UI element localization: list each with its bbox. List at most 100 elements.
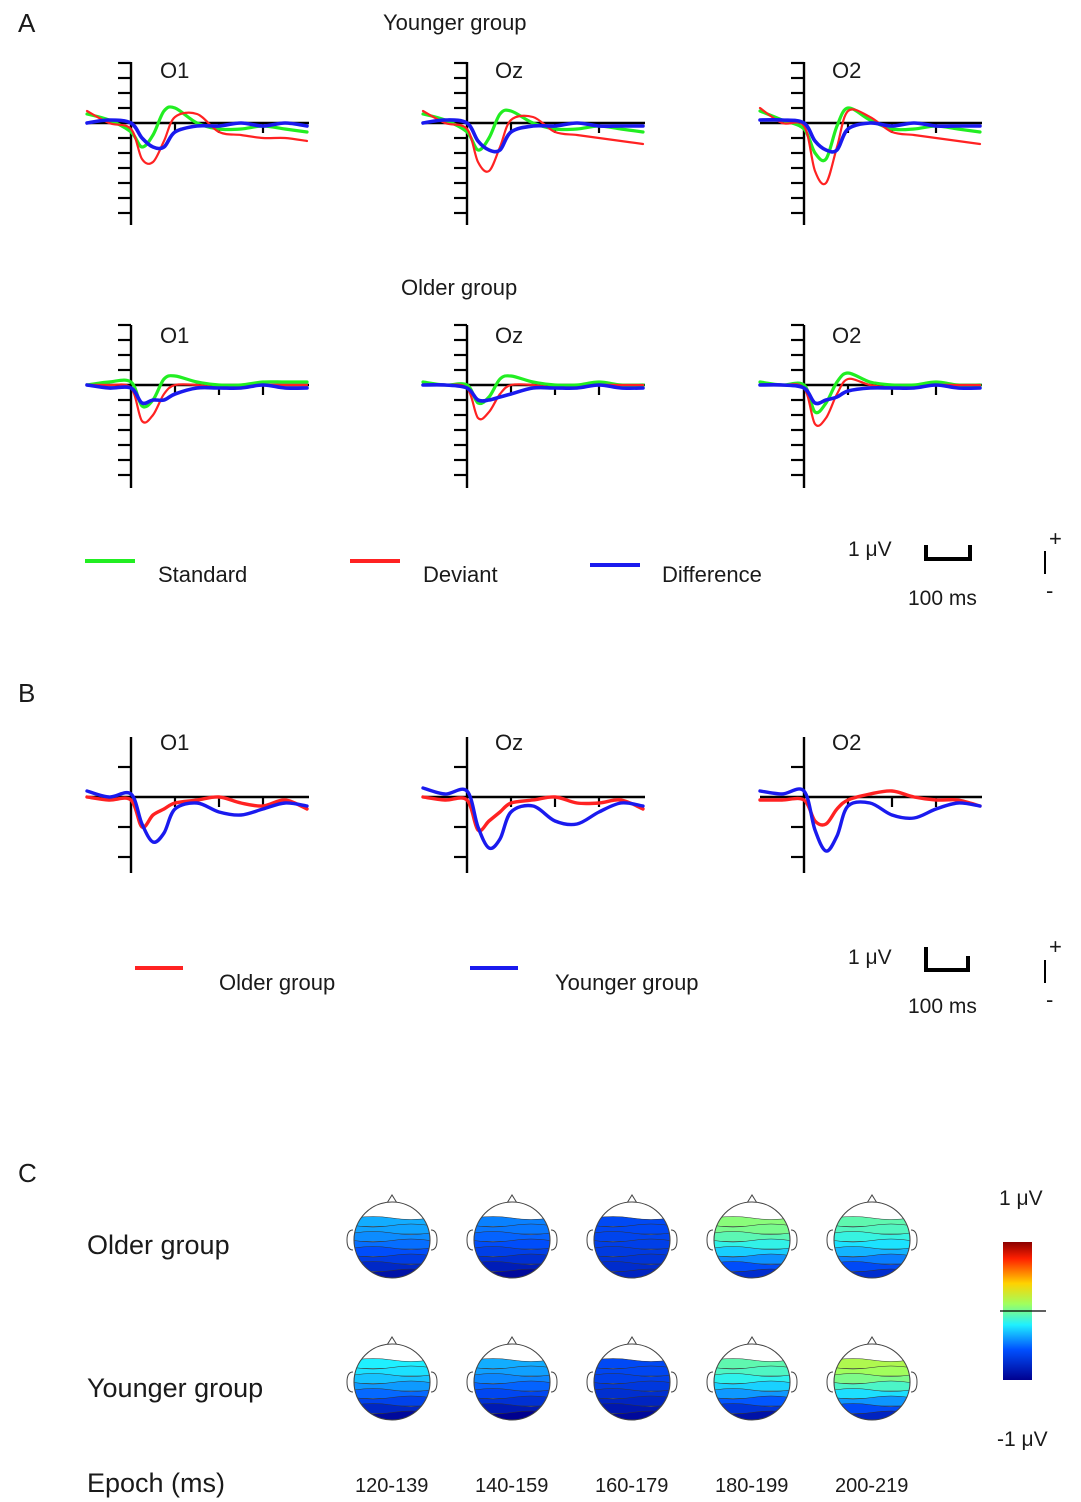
panel-a-younger-electrode-o1: O1 bbox=[160, 58, 190, 83]
head-ear-left bbox=[346, 1371, 354, 1393]
younger-plot-o1 bbox=[85, 61, 309, 225]
older-series-standard-oz bbox=[421, 374, 645, 406]
topomap-field bbox=[714, 1216, 790, 1278]
legend-deviant-line bbox=[350, 559, 400, 563]
comparison-series-younger-group-o1 bbox=[85, 789, 309, 844]
legend-older-line bbox=[135, 966, 183, 970]
topomap-younger-200-219 bbox=[826, 1336, 918, 1421]
head-ear-right bbox=[910, 1229, 918, 1251]
panel-b-plots bbox=[85, 737, 982, 873]
topomap-older-140-159 bbox=[466, 1194, 558, 1279]
head-nose bbox=[386, 1194, 398, 1204]
topomap-field bbox=[474, 1216, 550, 1278]
younger-series-difference-o2 bbox=[758, 117, 982, 154]
head-ear-left bbox=[586, 1229, 594, 1251]
topomap-field bbox=[834, 1358, 910, 1420]
younger-series-difference-o1 bbox=[85, 118, 309, 151]
topomap-field bbox=[354, 1216, 430, 1278]
legend-standard-label: Standard bbox=[158, 562, 248, 587]
comparison-series-older-group-oz bbox=[421, 795, 645, 833]
topomap-younger-140-159 bbox=[466, 1336, 558, 1421]
panel-b-scale-time: 100 ms bbox=[908, 995, 977, 1018]
panel-b-electrode-oz: Oz bbox=[495, 730, 524, 755]
panel-a-polarity-minus: - bbox=[1046, 578, 1054, 603]
younger-plot-oz bbox=[421, 61, 645, 225]
head-ear-right bbox=[430, 1229, 438, 1251]
legend-difference-label: Difference bbox=[662, 562, 762, 587]
younger-plot-o2 bbox=[758, 61, 982, 225]
comparison-series-younger-group-oz bbox=[421, 786, 645, 851]
head-nose bbox=[866, 1336, 878, 1346]
topomap-older-180-199 bbox=[706, 1194, 798, 1279]
head-outline bbox=[593, 1343, 671, 1421]
head-outline bbox=[353, 1201, 431, 1279]
colorbar-max-label: 1 μV bbox=[999, 1187, 1043, 1210]
head-nose bbox=[626, 1336, 638, 1346]
panel-a-older-title: Older group bbox=[401, 275, 518, 300]
topomap-younger-160-179 bbox=[586, 1336, 678, 1421]
topomap-field bbox=[354, 1358, 430, 1420]
panel-a-scale-bar bbox=[924, 545, 972, 561]
head-ear-right bbox=[790, 1371, 798, 1393]
head-outline bbox=[713, 1343, 791, 1421]
comparison-plot-o2 bbox=[758, 737, 982, 873]
older-series-difference-oz bbox=[421, 382, 645, 403]
topomap-field bbox=[714, 1358, 790, 1420]
head-ear-left bbox=[706, 1371, 714, 1393]
head-ear-left bbox=[706, 1229, 714, 1251]
panel-a-older-electrode-o2: O2 bbox=[832, 323, 862, 348]
comparison-plot-oz bbox=[421, 737, 645, 873]
head-ear-right bbox=[430, 1371, 438, 1393]
panel-a-younger-plots bbox=[85, 61, 982, 225]
panel-a-scale-time: 100 ms bbox=[908, 587, 977, 610]
head-nose bbox=[386, 1336, 398, 1346]
younger-series-deviant-o2 bbox=[758, 106, 982, 186]
topomap-field bbox=[474, 1358, 550, 1420]
comparison-plot-o1 bbox=[85, 737, 309, 873]
older-series-standard-o2 bbox=[758, 371, 982, 415]
topomap-older-120-139 bbox=[346, 1194, 438, 1279]
panel-c-label: C bbox=[18, 1158, 37, 1188]
panel-a-older-electrode-o1: O1 bbox=[160, 323, 190, 348]
comparison-series-older-group-o2 bbox=[758, 789, 982, 827]
head-outline bbox=[473, 1343, 551, 1421]
topomap-field bbox=[834, 1216, 910, 1278]
head-ear-left bbox=[586, 1371, 594, 1393]
head-ear-left bbox=[826, 1371, 834, 1393]
panel-a-older-electrode-oz: Oz bbox=[495, 323, 524, 348]
head-ear-left bbox=[466, 1229, 474, 1251]
epoch-label-2: 140-159 bbox=[475, 1475, 549, 1497]
panel-b-polarity-minus: - bbox=[1046, 987, 1054, 1012]
panel-b-scale-amplitude: 1 μV bbox=[848, 946, 892, 969]
older-series-difference-o2 bbox=[758, 382, 982, 406]
epoch-label-4: 180-199 bbox=[715, 1475, 789, 1497]
head-nose bbox=[746, 1336, 758, 1346]
head-nose bbox=[626, 1194, 638, 1204]
older-plot-o1 bbox=[85, 323, 309, 488]
panel-a-label: A bbox=[18, 8, 36, 38]
older-series-standard-o1 bbox=[85, 374, 309, 409]
head-outline bbox=[473, 1201, 551, 1279]
topomap-older-200-219 bbox=[826, 1194, 918, 1279]
colorbar bbox=[1000, 1242, 1046, 1380]
panel-b-electrode-o2: O2 bbox=[832, 730, 862, 755]
head-ear-right bbox=[790, 1229, 798, 1251]
head-outline bbox=[593, 1201, 671, 1279]
head-outline bbox=[713, 1201, 791, 1279]
head-ear-right bbox=[550, 1229, 558, 1251]
older-series-difference-o1 bbox=[85, 383, 309, 406]
comparison-series-older-group-o1 bbox=[85, 795, 309, 830]
younger-series-deviant-oz bbox=[421, 109, 645, 173]
head-outline bbox=[353, 1343, 431, 1421]
legend-difference-line bbox=[590, 563, 640, 567]
head-nose bbox=[506, 1336, 518, 1346]
head-outline bbox=[833, 1201, 911, 1279]
head-ear-right bbox=[670, 1229, 678, 1251]
head-ear-right bbox=[550, 1371, 558, 1393]
legend-younger-line bbox=[470, 966, 518, 970]
younger-series-difference-oz bbox=[421, 118, 645, 154]
head-ear-left bbox=[466, 1371, 474, 1393]
topomap-younger-180-199 bbox=[706, 1336, 798, 1421]
legend-younger-label: Younger group bbox=[555, 970, 699, 995]
